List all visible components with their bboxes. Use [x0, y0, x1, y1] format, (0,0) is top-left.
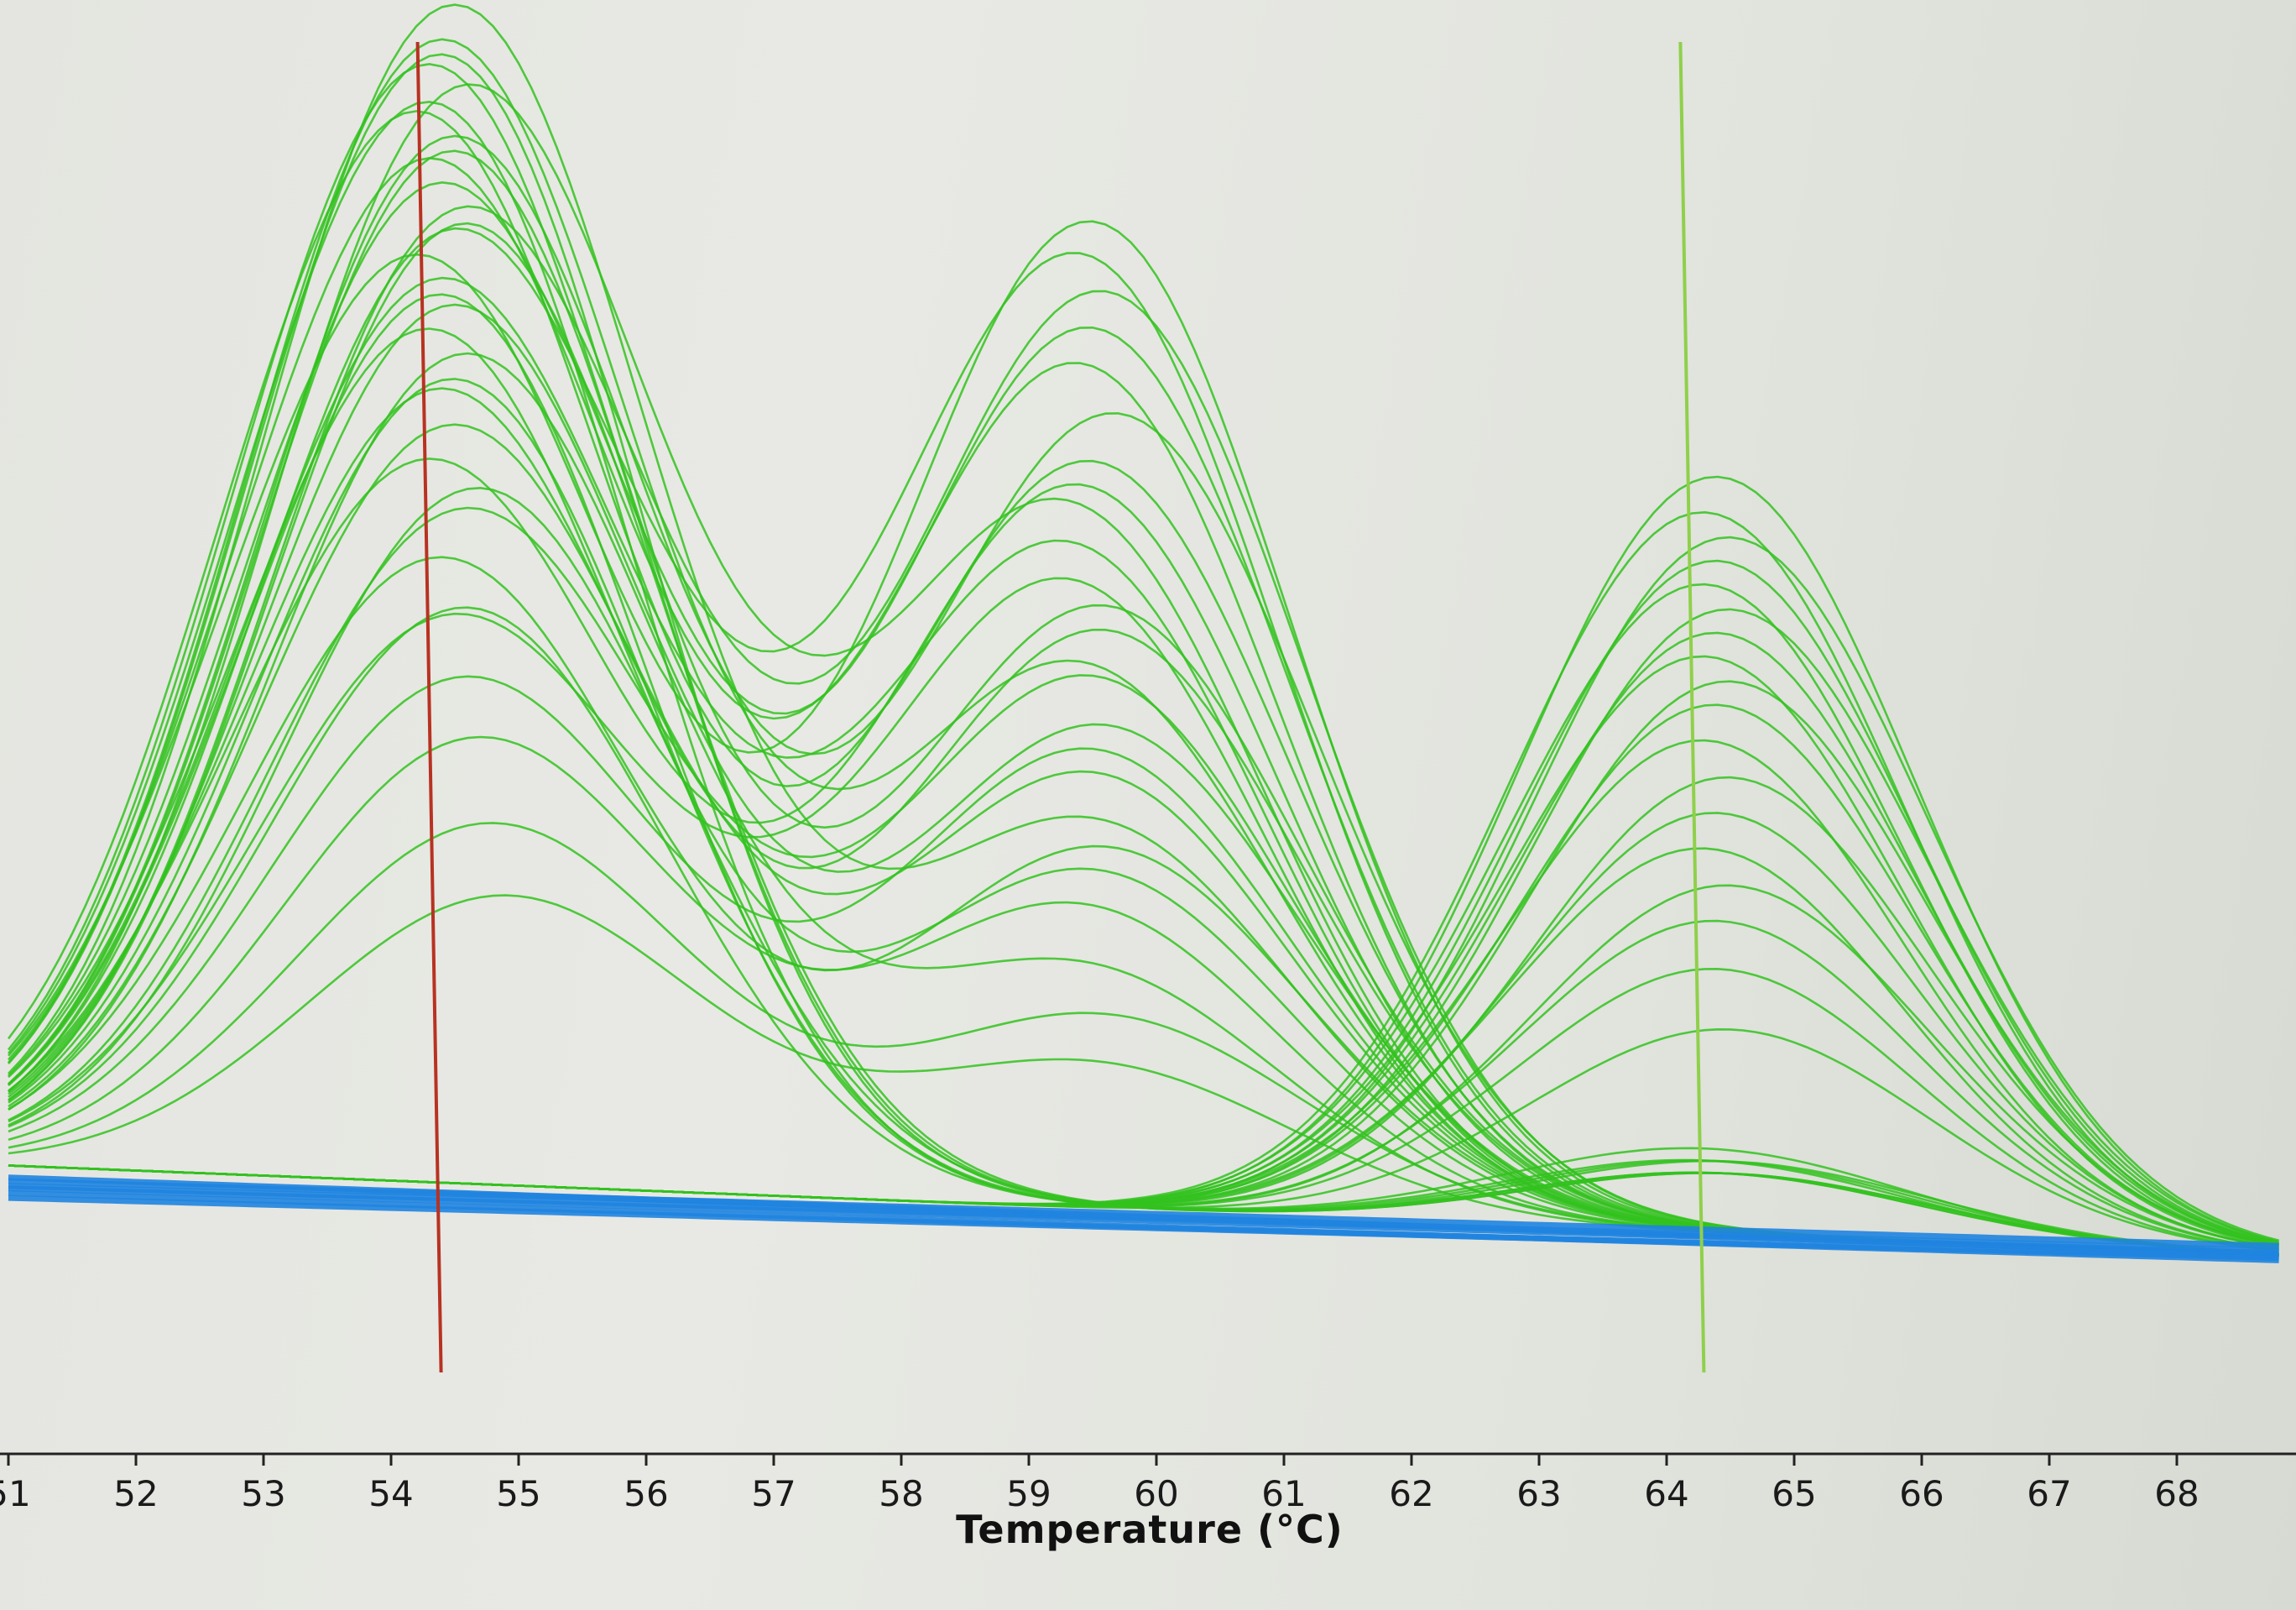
melt-curve-43 — [8, 703, 2279, 1247]
melt-curve-30 — [8, 293, 2279, 1255]
baseline-curve-57 — [8, 1185, 2279, 1257]
melt-curve-32 — [8, 486, 2279, 1256]
melt-curve-22 — [8, 675, 2279, 1257]
baseline-curve-55 — [8, 1178, 2279, 1249]
x-tick-label: 54 — [368, 1473, 413, 1514]
cursor-layer — [415, 41, 1706, 1373]
melt-curve-8 — [8, 180, 2279, 1257]
melt-curve-40 — [8, 631, 2279, 1246]
x-tick-label: 67 — [2027, 1473, 2071, 1514]
melt-curve-46 — [8, 812, 2279, 1249]
melt-curve-41 — [8, 655, 2279, 1248]
x-tick-label: 63 — [1516, 1473, 1561, 1514]
melt-curve-4 — [8, 83, 2279, 1257]
x-tick-label: 57 — [751, 1473, 796, 1514]
melt-curve-9 — [8, 205, 2279, 1257]
melt-curve-42 — [8, 680, 2279, 1245]
x-tick-label: 56 — [624, 1473, 668, 1514]
melt-curve-44 — [8, 739, 2279, 1249]
x-tick-label: 51 — [0, 1473, 31, 1514]
x-tick-label: 62 — [1389, 1473, 1433, 1514]
x-tick-label: 61 — [1261, 1473, 1306, 1514]
curve-layer — [7, 3, 2279, 1263]
x-tick-label: 58 — [879, 1473, 923, 1514]
x-tick-label: 59 — [1006, 1473, 1051, 1514]
x-tick-label: 53 — [241, 1473, 285, 1514]
x-tick-label: 66 — [1899, 1473, 1944, 1514]
melt-curve-34 — [8, 475, 2279, 1243]
melt-curve-33 — [8, 606, 2279, 1256]
x-tick-label: 64 — [1644, 1473, 1688, 1514]
low-temp-cursor[interactable] — [415, 41, 443, 1373]
x-tick-label: 55 — [496, 1473, 540, 1514]
melt-curve-45 — [8, 776, 2279, 1247]
melt-curve-20 — [8, 556, 2279, 1257]
high-temp-cursor[interactable] — [1678, 41, 1706, 1373]
melt-curve-31 — [8, 378, 2279, 1256]
melt-curve-38 — [8, 583, 2279, 1247]
x-tick-label: 68 — [2154, 1473, 2199, 1514]
x-tick-label: 65 — [1772, 1473, 1816, 1514]
baseline-curve-56 — [8, 1194, 2279, 1262]
x-axis-label: Temperature (°C) — [956, 1507, 1344, 1552]
melt-curve-13 — [8, 303, 2279, 1257]
x-axis: 51 52 53 54 55 56 57 58 59 60 61 62 63 64 65 66 67 68 — [0, 1452, 2296, 1514]
x-tick-label: 60 — [1134, 1473, 1178, 1514]
melt-curve-3 — [7, 62, 2279, 1257]
melt-curve-7 — [8, 156, 2279, 1257]
x-tick-label: 52 — [113, 1473, 158, 1514]
melt-curve-51 — [8, 1027, 2279, 1252]
melt-curve-28 — [8, 149, 2279, 1256]
